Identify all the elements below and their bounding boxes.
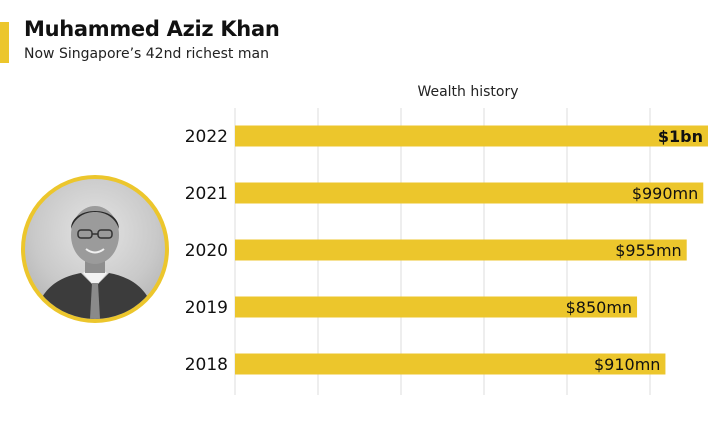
bar-value-label: $990mn [632,184,698,203]
bar-value-label: $955mn [615,241,681,260]
bar-value-label: $850mn [566,298,632,317]
chart-title: Wealth history [417,84,518,100]
year-tick-label: 2020 [185,241,228,261]
person-portrait-icon [21,175,169,323]
bar-2022 [235,125,708,147]
bar-value-label: $910mn [594,355,660,374]
bar-value-label: $1bn [658,127,703,146]
bar-2019 [235,296,638,318]
chart-bars: 2022 $1bn 2021 $990mn 2020 $955mn 2019 $850mn 20… [185,125,708,375]
year-tick-label: 2021 [185,184,228,204]
year-tick-label: 2019 [185,298,228,318]
page-subtitle: Now Singapore’s 42nd richest man [24,46,269,62]
page-title: Muhammed Aziz Khan [24,17,280,41]
bar-2018 [235,353,666,375]
title-accent-bar [0,22,9,63]
year-tick-label: 2018 [185,355,228,375]
portrait-silhouette [35,206,155,319]
bar-2020 [235,239,687,261]
year-tick-label: 2022 [185,127,228,147]
bar-2021 [235,182,704,204]
